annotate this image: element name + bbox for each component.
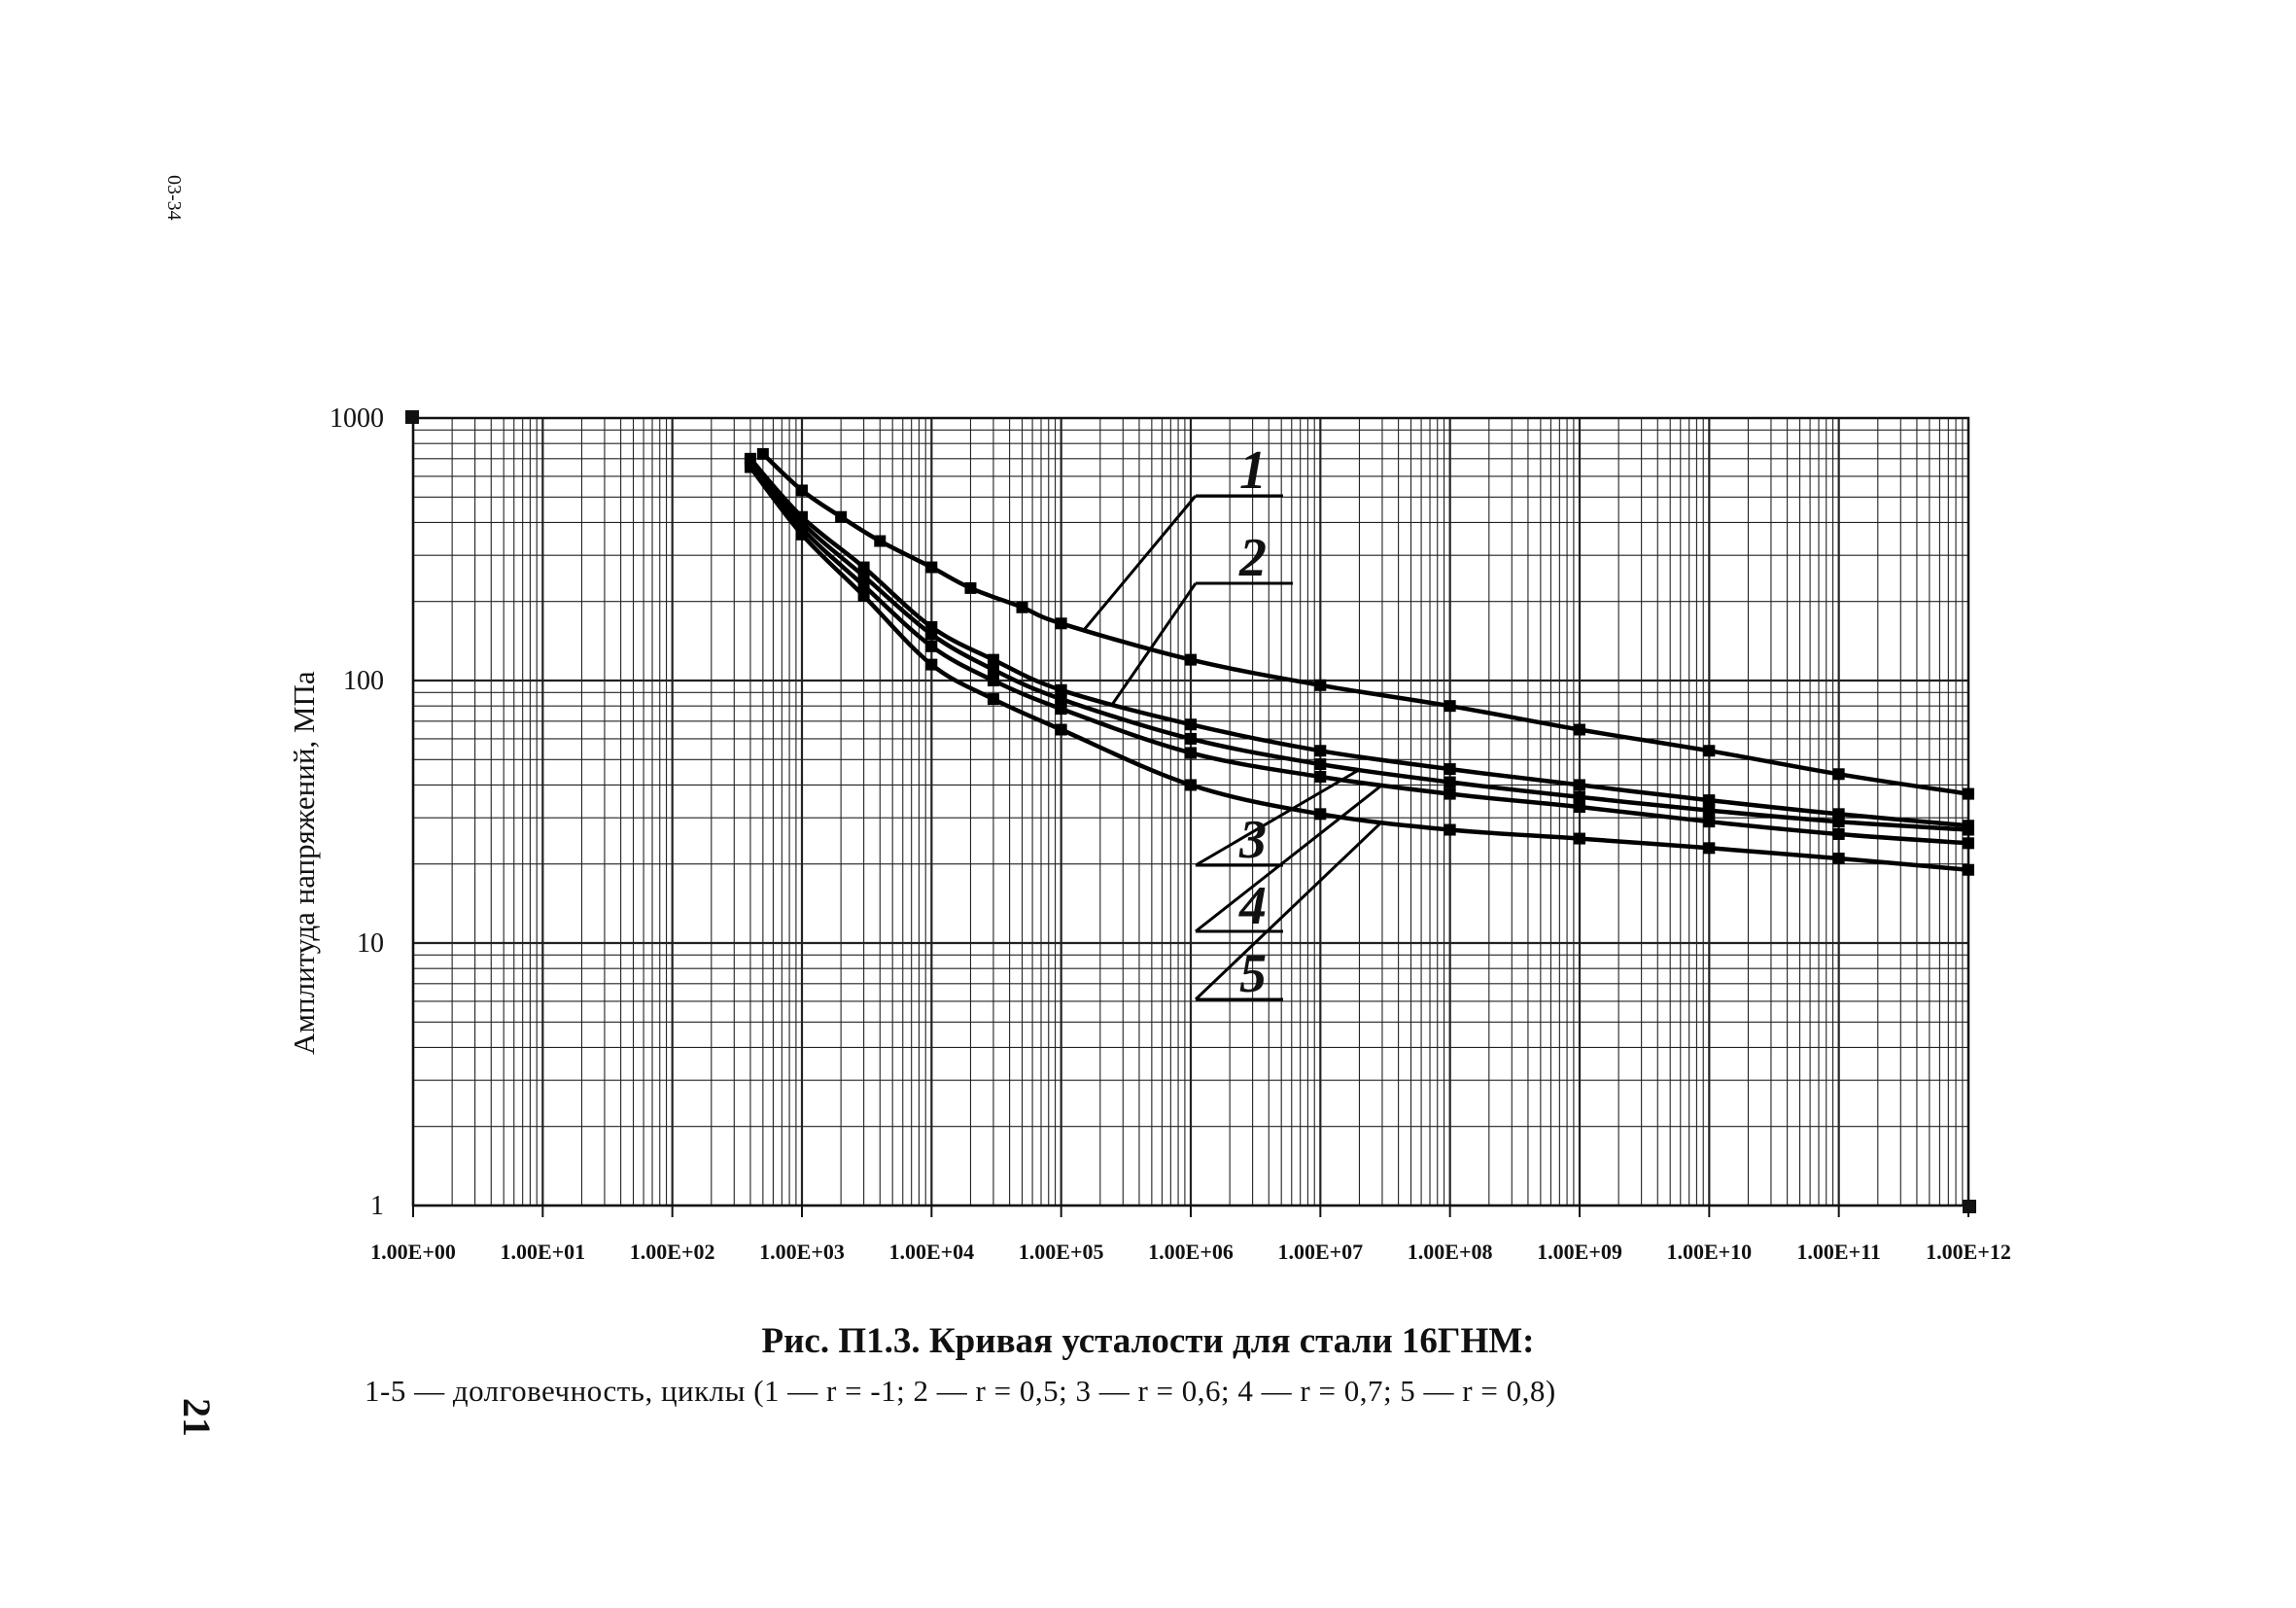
series-line-2 xyxy=(748,457,1969,828)
series-point-1 xyxy=(1703,745,1716,757)
series-point-2 xyxy=(987,653,999,666)
series-point-2 xyxy=(1055,683,1067,696)
series-point-2 xyxy=(1574,779,1585,791)
curve-label-4: 4 xyxy=(1238,876,1267,936)
series-point-5 xyxy=(1703,842,1716,855)
series-point-2 xyxy=(1444,763,1456,776)
series-point-2 xyxy=(1314,745,1327,757)
x-tick-label: 1.00E+12 xyxy=(1926,1240,2011,1264)
series-point-2 xyxy=(857,561,870,574)
series-point-5 xyxy=(857,590,870,603)
x-tick-label: 1.00E+00 xyxy=(370,1240,456,1264)
series-point-4 xyxy=(1832,827,1845,840)
series-point-3 xyxy=(925,628,938,641)
y-tick-label: 10 xyxy=(357,928,384,959)
series-point-3 xyxy=(1055,693,1067,706)
callout-leader-4 xyxy=(1195,784,1383,933)
tick-labels: 1.00E+00 1.00E+01 1.00E+02 1.00E+03 1.00E+04… xyxy=(330,403,2011,1264)
series-point-5 xyxy=(925,658,938,671)
series-point-5 xyxy=(1832,853,1845,865)
callout-leader-2 xyxy=(1111,582,1198,705)
y-tick-label: 1 xyxy=(370,1191,384,1221)
series-point-4 xyxy=(925,640,938,652)
series-point-5 xyxy=(1574,832,1585,845)
x-tick-label: 1.00E+02 xyxy=(630,1240,715,1264)
x-tick-label: 1.00E+05 xyxy=(1019,1240,1104,1264)
series-point-4 xyxy=(1574,801,1585,814)
series-line-4 xyxy=(748,460,1969,846)
callout-leader-5 xyxy=(1194,820,1383,1001)
corner-marker xyxy=(405,410,419,424)
chart-grid xyxy=(411,418,1968,1207)
chart-axes xyxy=(405,410,1976,1217)
series-line-5 xyxy=(748,466,1969,872)
series-point-3 xyxy=(1832,816,1845,828)
callout-leader-3 xyxy=(1195,768,1361,867)
series-line-3 xyxy=(748,459,1969,832)
x-tick-label: 1.00E+07 xyxy=(1277,1240,1363,1264)
curve-label-1: 1 xyxy=(1239,440,1267,501)
series-point-1 xyxy=(1016,601,1028,613)
chart-series xyxy=(744,447,1974,876)
curve-label-2: 2 xyxy=(1238,528,1267,588)
x-tick-label: 1.00E+01 xyxy=(500,1240,585,1264)
series-point-3 xyxy=(1574,790,1585,803)
series-point-1 xyxy=(964,581,977,594)
series-point-1 xyxy=(1963,787,1974,800)
series-point-5 xyxy=(1314,808,1327,821)
callout-leader-1 xyxy=(1082,495,1198,631)
series-point-3 xyxy=(1314,758,1327,771)
series-point-3 xyxy=(987,663,999,676)
series-point-1 xyxy=(1444,700,1456,713)
series-point-4 xyxy=(857,579,870,592)
series-point-1 xyxy=(1055,617,1067,630)
series-point-4 xyxy=(1703,816,1716,828)
series-point-4 xyxy=(987,675,999,686)
series-point-5 xyxy=(744,461,756,473)
series-point-3 xyxy=(1703,804,1716,817)
series-point-5 xyxy=(1444,823,1456,836)
x-tick-label: 1.00E+04 xyxy=(888,1240,974,1264)
series-point-4 xyxy=(1185,747,1197,759)
series-point-4 xyxy=(1314,770,1327,783)
figure-caption-legend: 1-5 — долговечность, циклы (1 — r = -1; … xyxy=(365,1374,1556,1408)
x-tick-label: 1.00E+03 xyxy=(759,1240,845,1264)
series-point-5 xyxy=(1963,863,1974,876)
series-point-1 xyxy=(796,484,808,497)
series-point-1 xyxy=(1832,768,1845,781)
series-point-1 xyxy=(925,561,938,574)
series-point-3 xyxy=(857,570,870,582)
series-point-1 xyxy=(1314,679,1327,691)
x-tick-label: 1.00E+09 xyxy=(1537,1240,1622,1264)
series-point-2 xyxy=(1185,718,1197,731)
y-tick-label: 100 xyxy=(343,666,384,696)
curve-callouts: 1 2 34 5 xyxy=(1082,440,1383,1004)
series-point-1 xyxy=(874,535,887,547)
series-point-1 xyxy=(1185,653,1197,666)
series-point-1 xyxy=(756,447,769,460)
series-point-3 xyxy=(1444,776,1456,788)
curve-label-3: 3 xyxy=(1238,810,1267,870)
series-point-1 xyxy=(1574,723,1585,736)
series-point-5 xyxy=(987,693,999,706)
x-tick-label: 1.00E+06 xyxy=(1148,1240,1234,1264)
figure-caption-title: Рис. П1.3. Кривая усталости для стали 16… xyxy=(761,1321,1535,1361)
series-point-3 xyxy=(1963,823,1974,836)
series-point-4 xyxy=(1444,787,1456,800)
series-point-4 xyxy=(1055,703,1067,716)
series-point-4 xyxy=(1963,837,1974,850)
series-point-5 xyxy=(1055,723,1067,736)
series-point-3 xyxy=(1185,732,1197,745)
x-tick-label: 1.00E+11 xyxy=(1796,1240,1881,1264)
y-tick-label: 1000 xyxy=(330,403,384,434)
series-point-5 xyxy=(1185,779,1197,791)
x-tick-label: 1.00E+08 xyxy=(1408,1240,1493,1264)
series-point-2 xyxy=(1703,794,1716,807)
series-point-5 xyxy=(796,528,808,541)
curve-label-5: 5 xyxy=(1239,944,1267,1004)
x-tick-label: 1.00E+10 xyxy=(1666,1240,1752,1264)
series-point-1 xyxy=(835,510,848,523)
